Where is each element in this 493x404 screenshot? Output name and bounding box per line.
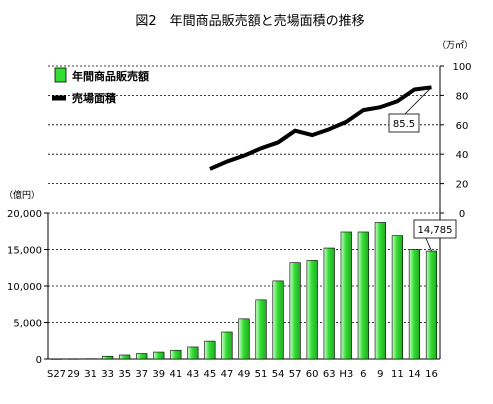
bar bbox=[392, 236, 403, 359]
x-axis-tick-label: 9 bbox=[377, 369, 383, 380]
bar bbox=[256, 300, 267, 359]
bar bbox=[51, 359, 62, 360]
right-axis-tick-label: 80 bbox=[456, 91, 469, 102]
x-axis-tick-label: 54 bbox=[272, 369, 285, 380]
bar bbox=[102, 356, 113, 359]
legend-bar-swatch bbox=[55, 68, 66, 82]
legend-line-label: 売場面積 bbox=[72, 91, 117, 105]
x-axis-tick-label: 39 bbox=[152, 369, 165, 380]
x-axis-tick-label: 60 bbox=[306, 369, 319, 380]
bar bbox=[375, 222, 386, 359]
bar bbox=[136, 354, 147, 359]
bar bbox=[341, 232, 352, 359]
x-axis-tick-label: 49 bbox=[238, 369, 251, 380]
right-axis-tick-label: 40 bbox=[456, 150, 469, 161]
right-axis-tick-label: 100 bbox=[452, 62, 471, 73]
x-axis-tick-label: 43 bbox=[187, 369, 200, 380]
bar bbox=[307, 260, 318, 359]
right-axis-unit: （万㎡） bbox=[437, 40, 473, 51]
bar bbox=[68, 359, 79, 360]
bar bbox=[290, 263, 301, 359]
bar bbox=[171, 350, 182, 359]
bar bbox=[188, 347, 199, 359]
left-axis-tick-label: 20,000 bbox=[7, 209, 42, 220]
bar bbox=[426, 251, 437, 359]
x-axis-tick-label: 31 bbox=[84, 369, 97, 380]
x-axis-tick-label: 63 bbox=[323, 369, 336, 380]
x-axis-tick-label: S27 bbox=[47, 369, 66, 380]
left-axis-tick-label: 10,000 bbox=[7, 282, 42, 293]
bar bbox=[358, 232, 369, 359]
legend-bar-label: 年間商品販売額 bbox=[72, 69, 149, 83]
x-axis-tick-label: 29 bbox=[67, 369, 80, 380]
left-axis-unit: （億円） bbox=[4, 189, 40, 201]
x-axis-tick-label: 35 bbox=[118, 369, 131, 380]
chart-title: 図2 年間商品販売額と売場面積の推移 bbox=[135, 13, 364, 29]
annotation-label: 85.5 bbox=[393, 119, 415, 130]
left-axis-tick-label: 5,000 bbox=[13, 319, 42, 330]
x-axis-tick-label: 11 bbox=[391, 369, 404, 380]
x-axis-tick-label: H3 bbox=[339, 369, 353, 380]
x-axis-tick-label: 47 bbox=[221, 369, 234, 380]
left-axis-tick-label: 0 bbox=[36, 355, 42, 366]
bar bbox=[324, 248, 335, 359]
x-axis-tick-label: 6 bbox=[360, 369, 366, 380]
right-axis-tick-label: 0 bbox=[459, 209, 465, 220]
annotation-label: 14,785 bbox=[418, 225, 453, 236]
x-axis-tick-label: 16 bbox=[425, 369, 438, 380]
bar bbox=[85, 359, 96, 360]
right-axis-tick-label: 20 bbox=[456, 180, 469, 191]
bar bbox=[205, 341, 216, 359]
right-axis-tick-label: 60 bbox=[456, 121, 469, 132]
x-axis-tick-label: 33 bbox=[101, 369, 114, 380]
x-axis-tick-label: 45 bbox=[204, 369, 217, 380]
legend: 年間商品販売額 売場面積 bbox=[52, 68, 149, 105]
x-axis-tick-label: 57 bbox=[289, 369, 302, 380]
x-axis-tick-label: 14 bbox=[408, 369, 421, 380]
x-axis-tick-label: 51 bbox=[255, 369, 268, 380]
bar bbox=[409, 250, 420, 360]
bar bbox=[273, 281, 284, 359]
bar bbox=[222, 332, 233, 359]
x-axis-tick-label: 37 bbox=[135, 369, 148, 380]
left-axis-tick-label: 15,000 bbox=[7, 246, 42, 257]
bar bbox=[239, 319, 250, 359]
x-axis-tick-label: 41 bbox=[169, 369, 182, 380]
bar bbox=[153, 352, 164, 359]
bar bbox=[119, 355, 130, 359]
